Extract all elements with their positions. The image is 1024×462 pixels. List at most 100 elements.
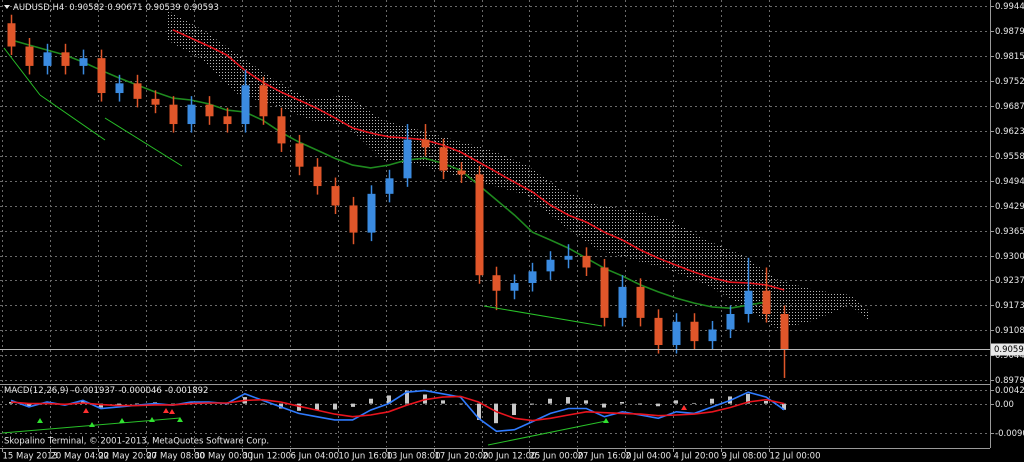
candle-body (546, 259, 555, 272)
candle-body (403, 139, 412, 179)
candle-body (564, 255, 573, 260)
x-tick-label: 20 May 04:00 (51, 452, 109, 462)
x-tick-label: 6 Jun 04:00 (291, 452, 340, 462)
candle-body (510, 282, 519, 291)
candle-body (600, 267, 609, 318)
histogram-bar (584, 400, 588, 404)
candle-body (97, 58, 106, 94)
x-tick-label: 3 Jun 12:00 (243, 452, 292, 462)
candle-body (349, 205, 358, 233)
cloud-segment (706, 239, 743, 306)
candle-body (762, 290, 771, 314)
trend-line (39, 94, 106, 141)
candle-body (744, 290, 753, 314)
candle-body (331, 186, 340, 206)
cloud-segment (202, 29, 239, 95)
candle-body (115, 83, 124, 94)
candle-body (672, 321, 681, 346)
histogram-bar (710, 398, 714, 404)
histogram-bar (620, 401, 624, 404)
histogram-bar (261, 403, 265, 405)
x-tick-label: 9 Jul 08:00 (722, 452, 768, 462)
cloud-segment (670, 220, 707, 285)
macd-line (10, 395, 785, 422)
sell-arrow (163, 408, 169, 413)
histogram-bar (530, 403, 534, 405)
histogram-bar (171, 403, 175, 405)
x-tick-label: 15 May 2013 (3, 452, 58, 462)
symbol: AUDUSD,H4 (13, 3, 64, 13)
histogram-bar (692, 402, 696, 404)
candle-body (223, 116, 232, 125)
candle-body (151, 98, 160, 105)
copyright: Skopalino Terminal, © 2001-2013, MetaQuo… (4, 437, 269, 447)
cloud-segment (634, 210, 671, 271)
candle-body (492, 275, 501, 291)
histogram-bar (494, 403, 498, 424)
x-tick-label: 22 May 20:00 (99, 452, 157, 462)
menu-icon[interactable] (4, 5, 10, 9)
candle-body (690, 321, 699, 342)
x-tick-label: 2 Jul 04:00 (626, 452, 672, 462)
marks-layer (0, 10, 990, 433)
candle-body (439, 147, 448, 171)
histogram-bar (351, 403, 355, 407)
y-tick-label: 0.004218 (995, 386, 1024, 396)
candle-body (457, 170, 466, 175)
candle-body (241, 85, 250, 125)
histogram-bar (315, 403, 319, 411)
buy-arrow (119, 418, 125, 423)
high-quote: 0.90671 (107, 3, 142, 13)
histogram-bar (566, 397, 570, 404)
candle-body (43, 52, 52, 66)
buy-arrow (603, 418, 609, 423)
histogram-bar (297, 403, 301, 411)
last-price-box (991, 343, 1024, 356)
histogram-bar (512, 403, 516, 416)
candle-body (780, 313, 789, 350)
histogram-bar (656, 403, 660, 407)
candle-body (618, 286, 627, 318)
histogram-bar (117, 403, 121, 405)
candle-body (25, 46, 34, 66)
candle-body (187, 104, 196, 125)
histogram-bar (279, 403, 283, 409)
histogram-bar (746, 393, 750, 404)
candle-body (61, 52, 70, 66)
candle-body (582, 255, 591, 268)
histogram-bar (27, 403, 31, 407)
cloud-segment (310, 94, 347, 126)
cloud-segment (526, 165, 563, 225)
x-tick-label: 25 Jun 00:00 (530, 452, 584, 462)
y-tick-label: 0.89795 (995, 376, 1024, 386)
buy-arrow (177, 417, 183, 422)
x-tick-label: 12 Jul 00:00 (770, 452, 821, 462)
x-tick-label: 20 Jun 12:00 (483, 452, 537, 462)
histogram-bar (782, 403, 786, 410)
close-quote: 0.90593 (184, 3, 219, 13)
cloud-segment (346, 94, 383, 161)
y-tick-label: 0.94295 (995, 202, 1024, 212)
x-tick-label: 30 May 00:00 (195, 452, 253, 462)
candle-body (205, 104, 214, 117)
sell-arrow (169, 409, 175, 414)
histogram-bar (369, 398, 373, 404)
low-quote: 0.90539 (146, 3, 181, 13)
candle-body (133, 83, 142, 99)
cloud-segment (598, 205, 635, 261)
histogram-bar (387, 395, 391, 404)
y-tick-label: 0.98795 (995, 27, 1024, 37)
y-tick-label: 0.00 (995, 400, 1014, 410)
sell-arrow (681, 405, 687, 410)
histogram-bar (405, 390, 409, 404)
candle-body (295, 143, 304, 167)
